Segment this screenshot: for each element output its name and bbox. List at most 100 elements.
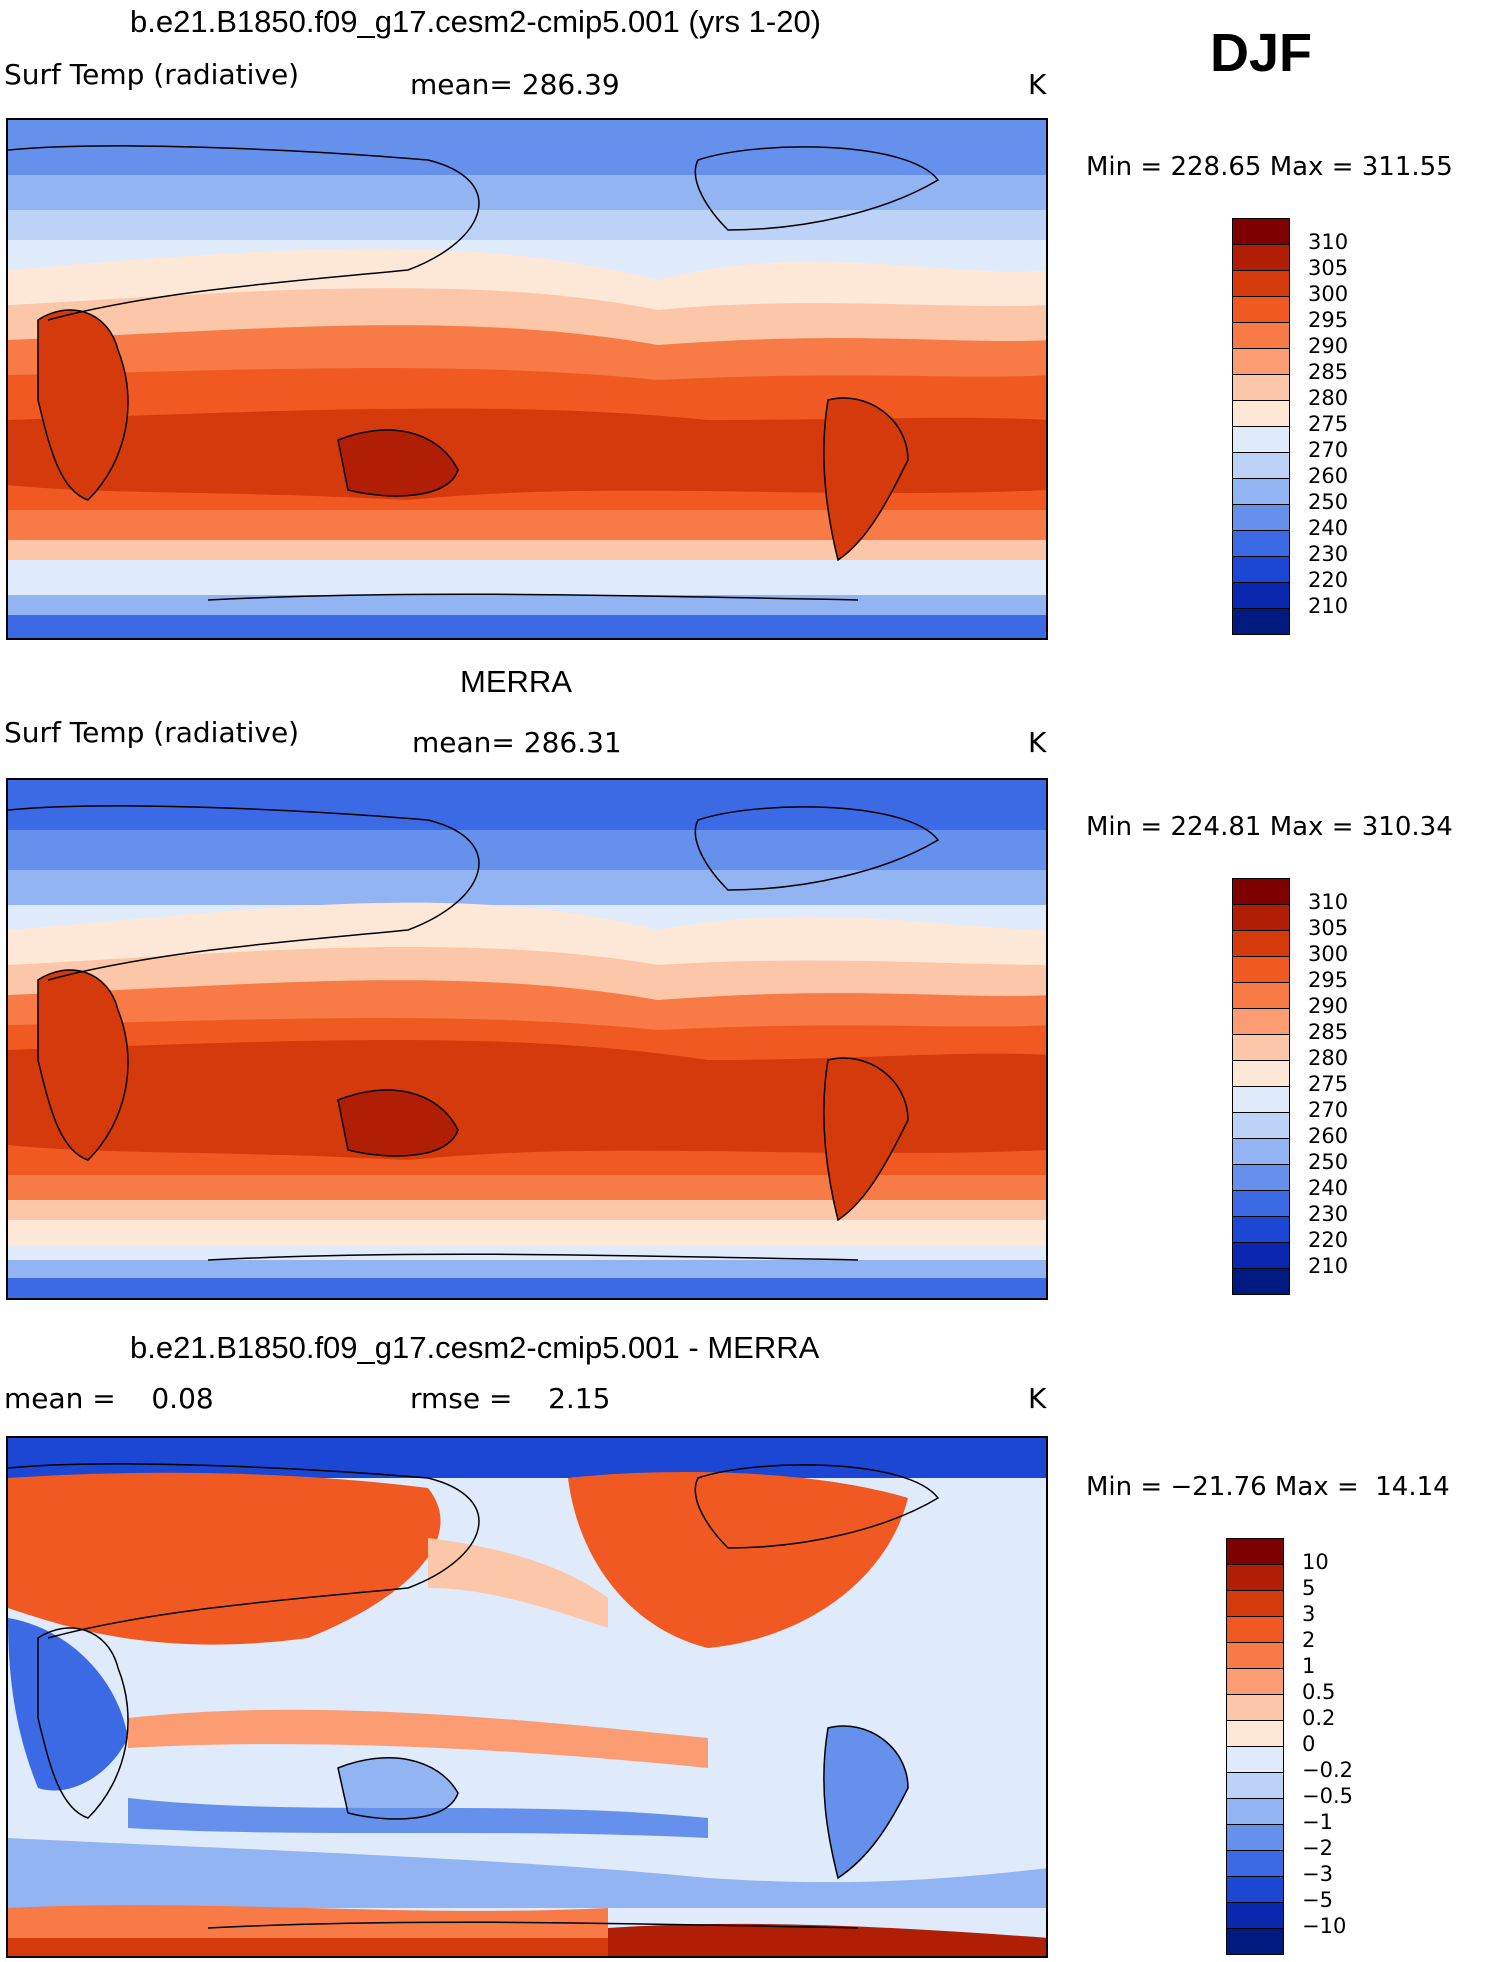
- colorbar-swatch: [1232, 1008, 1290, 1035]
- panel-1-map: [6, 118, 1048, 640]
- panel-1-units-label: K: [1028, 68, 1047, 101]
- colorbar-swatch: [1226, 1798, 1284, 1825]
- panel-1-minmax: Min = 228.65 Max = 311.55: [1086, 152, 1453, 182]
- colorbar-swatch: [1232, 1112, 1290, 1139]
- panel-1-mean-label: mean= 286.39: [410, 68, 620, 101]
- panel-3-colorbar-label: −10: [1302, 1914, 1347, 1938]
- panel-2-colorbar-label: 295: [1308, 968, 1349, 992]
- colorbar-swatch: [1232, 878, 1290, 905]
- colorbar-swatch: [1232, 1216, 1290, 1243]
- panel-1-colorbar-label: 230: [1308, 542, 1349, 566]
- panel-2-colorbar-label: 285: [1308, 1020, 1349, 1044]
- colorbar-swatch: [1232, 982, 1290, 1009]
- panel-3-colorbar-label: 0.5: [1302, 1680, 1336, 1704]
- panel-3-colorbar-label: 1: [1302, 1654, 1316, 1678]
- colorbar-swatch: [1232, 530, 1290, 557]
- panel-1-colorbar-label: 250: [1308, 490, 1349, 514]
- colorbar-swatch: [1232, 1268, 1290, 1295]
- colorbar-swatch: [1232, 608, 1290, 635]
- panel-1-map-svg: [8, 120, 1046, 638]
- panel-2-units-label: K: [1028, 726, 1047, 759]
- panel-3-colorbar-label: 5: [1302, 1576, 1316, 1600]
- colorbar-swatch: [1232, 556, 1290, 583]
- colorbar-swatch: [1232, 478, 1290, 505]
- panel-3-colorbar-label: 3: [1302, 1602, 1316, 1626]
- colorbar-swatch: [1226, 1928, 1284, 1955]
- panel-2-colorbar-label: 230: [1308, 1202, 1349, 1226]
- colorbar-swatch: [1232, 244, 1290, 271]
- panel-3-mean-label: mean = 0.08: [4, 1382, 214, 1415]
- colorbar-swatch: [1226, 1824, 1284, 1851]
- panel-3-colorbar-label: −1: [1302, 1810, 1333, 1834]
- panel-3-colorbar-label: −2: [1302, 1836, 1333, 1860]
- colorbar-swatch: [1226, 1876, 1284, 1903]
- panel-2-colorbar-label: 280: [1308, 1046, 1349, 1070]
- colorbar-swatch: [1232, 348, 1290, 375]
- colorbar-swatch: [1232, 904, 1290, 931]
- colorbar-swatch: [1226, 1642, 1284, 1669]
- panel-2-variable-label: Surf Temp (radiative): [4, 716, 300, 749]
- panel-1-colorbar-label: 285: [1308, 360, 1349, 384]
- panel-3-units-label: K: [1028, 1382, 1047, 1415]
- panel-1-colorbar-label: 220: [1308, 568, 1349, 592]
- panel-3-map: [6, 1436, 1048, 1958]
- panel-3-colorbar-label: −0.5: [1302, 1784, 1353, 1808]
- panel-2-map: [6, 778, 1048, 1300]
- colorbar-swatch: [1232, 1190, 1290, 1217]
- colorbar-swatch: [1226, 1590, 1284, 1617]
- colorbar-swatch: [1232, 1060, 1290, 1087]
- colorbar-swatch: [1232, 1138, 1290, 1165]
- panel-1-colorbar-label: 280: [1308, 386, 1349, 410]
- colorbar-swatch: [1232, 582, 1290, 609]
- panel-1-colorbar-label: 300: [1308, 282, 1349, 306]
- panel-2-colorbar-label: 250: [1308, 1150, 1349, 1174]
- panel-3-minmax: Min = −21.76 Max = 14.14: [1086, 1472, 1450, 1502]
- colorbar-swatch: [1226, 1694, 1284, 1721]
- panel-3-colorbar-label: 10: [1302, 1550, 1329, 1574]
- panel-1-colorbar-label: 305: [1308, 256, 1349, 280]
- colorbar-swatch: [1232, 426, 1290, 453]
- panel-3-colorbar-label: −3: [1302, 1862, 1333, 1886]
- panel-3-colorbar-label: 0.2: [1302, 1706, 1336, 1730]
- panel-1-colorbar-label: 275: [1308, 412, 1349, 436]
- panel-1-colorbar-label: 310: [1308, 230, 1349, 254]
- colorbar-swatch: [1232, 270, 1290, 297]
- panel-3-map-svg: [8, 1438, 1046, 1956]
- panel-2-colorbar-label: 275: [1308, 1072, 1349, 1096]
- panel-1-colorbar-label: 240: [1308, 516, 1349, 540]
- colorbar-swatch: [1232, 1164, 1290, 1191]
- colorbar-swatch: [1226, 1772, 1284, 1799]
- colorbar-swatch: [1232, 956, 1290, 983]
- panel-1-colorbar-label: 295: [1308, 308, 1349, 332]
- panel-2-colorbar-label: 260: [1308, 1124, 1349, 1148]
- season-label: DJF: [1210, 23, 1313, 83]
- panel-2-colorbar-label: 310: [1308, 890, 1349, 914]
- panel-2-colorbar-label: 305: [1308, 916, 1349, 940]
- colorbar-swatch: [1232, 1242, 1290, 1269]
- colorbar-swatch: [1226, 1616, 1284, 1643]
- panel-3-colorbar-label: −5: [1302, 1888, 1333, 1912]
- colorbar-swatch: [1232, 400, 1290, 427]
- panel-2-mean-label: mean= 286.31: [412, 726, 622, 759]
- panel-3-colorbar-label: 2: [1302, 1628, 1316, 1652]
- panel-3-colorbar-label: 0: [1302, 1732, 1316, 1756]
- panel-2-colorbar-label: 300: [1308, 942, 1349, 966]
- panel-2-map-svg: [8, 780, 1046, 1298]
- panel-2-colorbar-label: 210: [1308, 1254, 1349, 1278]
- colorbar-swatch: [1226, 1564, 1284, 1591]
- colorbar-swatch: [1226, 1902, 1284, 1929]
- panel-2-colorbar-label: 270: [1308, 1098, 1349, 1122]
- colorbar-swatch: [1232, 218, 1290, 245]
- panel-1-variable-label: Surf Temp (radiative): [4, 58, 300, 91]
- colorbar-swatch: [1226, 1746, 1284, 1773]
- panel-1-title: b.e21.B1850.f09_g17.cesm2-cmip5.001 (yrs…: [130, 4, 822, 39]
- colorbar-swatch: [1232, 452, 1290, 479]
- panel-2-title: MERRA: [460, 664, 572, 699]
- colorbar-swatch: [1232, 930, 1290, 957]
- panel-3-rmse-label: rmse = 2.15: [410, 1382, 611, 1415]
- panel-2-colorbar-label: 290: [1308, 994, 1349, 1018]
- panel-1-colorbar-label: 260: [1308, 464, 1349, 488]
- colorbar-swatch: [1232, 504, 1290, 531]
- colorbar-swatch: [1232, 296, 1290, 323]
- panel-2-minmax: Min = 224.81 Max = 310.34: [1086, 812, 1453, 842]
